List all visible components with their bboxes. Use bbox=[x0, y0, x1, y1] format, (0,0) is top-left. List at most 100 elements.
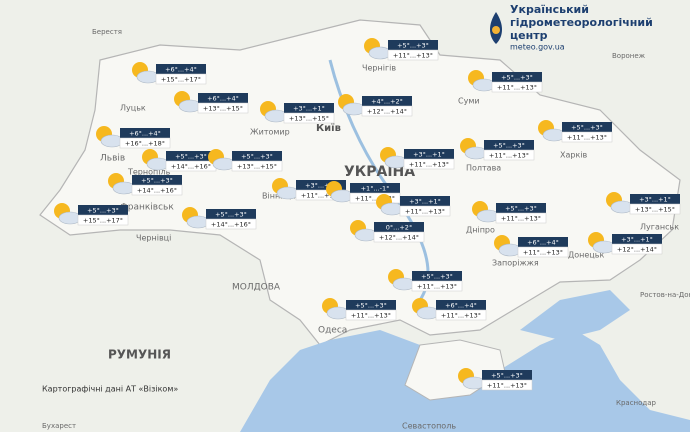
cloud-icon bbox=[276, 186, 300, 200]
cloud-icon bbox=[354, 228, 378, 242]
forecast: +5°...+3° +11°...+13° bbox=[322, 298, 397, 321]
forecast: +6°...+4° +16°...+18° bbox=[96, 126, 171, 149]
night-box bbox=[482, 370, 532, 380]
day-temp: +11°...+13° bbox=[417, 283, 457, 291]
cloud-icon bbox=[264, 109, 288, 123]
night-box bbox=[630, 194, 680, 204]
night-box bbox=[206, 209, 256, 219]
day-box bbox=[205, 218, 257, 230]
night-temp: +3°...+1° bbox=[639, 196, 671, 204]
night-temp: +5°...+3° bbox=[505, 205, 537, 213]
night-temp: +5°...+3° bbox=[355, 302, 387, 310]
day-box bbox=[491, 81, 543, 93]
forecasts: +5°...+3° +11°...+13° +6°...+4° +15°...+17°… bbox=[54, 38, 681, 391]
cloud-icon bbox=[212, 157, 236, 171]
cloud-icon bbox=[476, 209, 500, 223]
forecast: +3°...+1° +11°...+13° bbox=[272, 178, 347, 201]
night-temp: +3°...+1° bbox=[409, 198, 441, 206]
night-box bbox=[518, 237, 568, 247]
forecast: +3°...+1° +13°...+15° bbox=[606, 192, 681, 215]
cloud-icon bbox=[462, 376, 486, 390]
title-line: Український bbox=[510, 3, 589, 16]
forecast: +4°...+2° +12°...+14° bbox=[338, 94, 413, 117]
forecast: +5°...+3° +13°...+15° bbox=[208, 149, 283, 172]
day-temp: +11°...+13° bbox=[441, 312, 481, 320]
cloud-icon bbox=[472, 78, 496, 92]
place-label: Полтава bbox=[466, 164, 501, 173]
day-temp: +11°...+13° bbox=[489, 152, 529, 160]
night-temp: +3°...+1° bbox=[305, 182, 337, 190]
day-box bbox=[411, 280, 463, 292]
forecast: +3°...+1° +11°...+13° bbox=[376, 194, 451, 217]
day-box bbox=[361, 105, 413, 117]
day-temp: +11°...+13° bbox=[393, 52, 433, 60]
place-label: Ростов-на-Дону bbox=[640, 291, 690, 299]
night-temp: +4°...+2° bbox=[371, 98, 403, 106]
day-box bbox=[561, 131, 613, 143]
forecast: +5°...+3° +14°...+16° bbox=[142, 149, 217, 172]
night-temp: +6°...+4° bbox=[445, 302, 477, 310]
cloud-icon bbox=[136, 70, 160, 84]
forecast: +5°...+3° +14°...+16° bbox=[108, 173, 183, 196]
place-label: Луцьк bbox=[120, 104, 146, 113]
day-box bbox=[77, 214, 129, 226]
night-temp: +5°...+3° bbox=[87, 207, 119, 215]
forecast: +5°...+3° +11°...+13° bbox=[472, 201, 547, 224]
day-temp: +16°...+18° bbox=[125, 140, 165, 148]
night-temp: +5°...+3° bbox=[215, 211, 247, 219]
cloud-icon bbox=[384, 155, 408, 169]
place-label: Воронеж bbox=[612, 52, 646, 60]
cloud-icon bbox=[368, 46, 392, 60]
day-box bbox=[403, 158, 455, 170]
day-box bbox=[373, 231, 425, 243]
night-box bbox=[492, 72, 542, 82]
night-temp: +5°...+3° bbox=[421, 273, 453, 281]
night-temp: +6°...+4° bbox=[165, 66, 197, 74]
day-box bbox=[197, 102, 249, 114]
day-temp: +11°...+13° bbox=[567, 134, 607, 142]
forecast: +5°...+3° +15°...+17° bbox=[54, 203, 129, 226]
night-temp: +3°...+1° bbox=[413, 151, 445, 159]
day-temp: +11°...+13° bbox=[523, 249, 563, 257]
day-box bbox=[283, 112, 335, 124]
day-box bbox=[345, 309, 397, 321]
night-box bbox=[562, 122, 612, 132]
azov-sea bbox=[520, 290, 630, 340]
logo: Український гідрометеорологічний центр m… bbox=[490, 3, 653, 52]
day-temp: +14°...+16° bbox=[211, 221, 251, 229]
day-box bbox=[481, 379, 533, 391]
place-label: Луганськ bbox=[640, 223, 679, 232]
forecast: 0°...+2° +12°...+14° bbox=[350, 220, 425, 243]
place-label: Чернівці bbox=[136, 234, 171, 243]
night-temp: +5°...+3° bbox=[571, 124, 603, 132]
day-temp: +14°...+16° bbox=[171, 163, 211, 171]
night-temp: +5°...+3° bbox=[241, 153, 273, 161]
night-box bbox=[412, 271, 462, 281]
night-box bbox=[404, 149, 454, 159]
place-label: Дніпро bbox=[466, 226, 495, 235]
place-label: Київ bbox=[316, 122, 341, 134]
place-label: МОЛДОВА bbox=[232, 283, 281, 293]
forecast: +5°...+3° +14°...+16° bbox=[182, 207, 257, 230]
day-box bbox=[483, 149, 535, 161]
night-box bbox=[296, 180, 346, 190]
title-line: гідрометеорологічний bbox=[510, 16, 653, 29]
day-box bbox=[231, 160, 283, 172]
forecast: +5°...+3° +11°...+13° bbox=[538, 120, 613, 143]
night-box bbox=[436, 300, 486, 310]
forecast: +5°...+3° +11°...+13° bbox=[388, 269, 463, 292]
night-box bbox=[166, 151, 216, 161]
night-box bbox=[120, 128, 170, 138]
night-temp: 0°...+2° bbox=[386, 224, 412, 232]
day-temp: +12°...+14° bbox=[379, 234, 419, 242]
place-label: Харків bbox=[560, 151, 588, 160]
day-temp: +15°...+17° bbox=[161, 76, 201, 84]
night-box bbox=[156, 64, 206, 74]
place-label: Тернопіль bbox=[127, 168, 171, 177]
cloud-icon bbox=[380, 202, 404, 216]
night-box bbox=[374, 222, 424, 232]
night-temp: +5°...+3° bbox=[141, 177, 173, 185]
day-temp: +11°...+13° bbox=[351, 312, 391, 320]
night-box bbox=[362, 96, 412, 106]
